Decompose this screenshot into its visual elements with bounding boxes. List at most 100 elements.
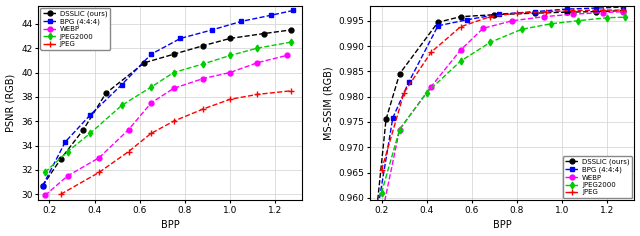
DSSLIC (ours) [434, 21, 442, 24]
DSSLIC (ours) [140, 61, 148, 64]
BPG (4:4:4) [208, 29, 216, 31]
JPEG [95, 171, 103, 174]
BPG (4:4:4) [61, 140, 69, 143]
JPEG [486, 15, 493, 18]
BPG (4:4:4) [267, 14, 275, 17]
Line: BPG (4:4:4): BPG (4:4:4) [372, 5, 625, 230]
Legend: DSSLIC (ours), BPG (4:4:4), WEBP, JPEG2000, JPEG: DSSLIC (ours), BPG (4:4:4), WEBP, JPEG20… [40, 8, 110, 50]
JPEG2000 [86, 132, 94, 135]
BPG (4:4:4) [463, 18, 471, 21]
JPEG [570, 9, 577, 12]
WEBP [41, 194, 49, 197]
JPEG [620, 9, 627, 12]
WEBP [64, 175, 72, 177]
JPEG [170, 120, 177, 123]
JPEG2000 [574, 19, 582, 22]
Line: DSSLIC (ours): DSSLIC (ours) [40, 27, 294, 188]
DSSLIC (ours) [491, 13, 499, 16]
BPG (4:4:4) [237, 20, 245, 23]
Line: JPEG: JPEG [58, 88, 294, 197]
JPEG2000 [227, 54, 234, 57]
JPEG [147, 132, 155, 135]
JPEG [287, 89, 295, 92]
BPG (4:4:4) [389, 116, 397, 119]
DSSLIC (ours) [39, 184, 47, 187]
X-axis label: BPP: BPP [493, 220, 512, 230]
BPG (4:4:4) [371, 226, 379, 228]
JPEG [199, 108, 207, 110]
DSSLIC (ours) [620, 9, 627, 12]
JPEG2000 [396, 128, 403, 131]
JPEG [400, 91, 408, 94]
DSSLIC (ours) [382, 118, 390, 121]
JPEG [457, 25, 465, 28]
Line: BPG (4:4:4): BPG (4:4:4) [40, 8, 296, 188]
JPEG [227, 98, 234, 101]
JPEG2000 [547, 22, 555, 25]
JPEG2000 [199, 63, 207, 65]
JPEG2000 [621, 16, 629, 19]
JPEG2000 [604, 16, 611, 19]
DSSLIC (ours) [102, 92, 109, 95]
BPG (4:4:4) [563, 8, 570, 11]
BPG (4:4:4) [531, 10, 539, 13]
WEBP [147, 101, 155, 104]
JPEG2000 [287, 41, 295, 43]
DSSLIC (ours) [287, 29, 295, 31]
Line: DSSLIC (ours): DSSLIC (ours) [372, 8, 625, 232]
BPG (4:4:4) [289, 9, 297, 12]
WEBP [227, 71, 234, 74]
BPG (4:4:4) [592, 7, 600, 9]
DSSLIC (ours) [592, 10, 600, 13]
DSSLIC (ours) [260, 32, 268, 35]
BPG (4:4:4) [177, 37, 184, 40]
DSSLIC (ours) [563, 11, 570, 13]
BPG (4:4:4) [118, 83, 125, 86]
JPEG [57, 193, 65, 196]
JPEG2000 [118, 104, 125, 107]
WEBP [479, 27, 487, 30]
Line: JPEG2000: JPEG2000 [379, 15, 628, 195]
WEBP [570, 13, 577, 16]
DSSLIC (ours) [531, 12, 539, 15]
DSSLIC (ours) [396, 72, 403, 75]
WEBP [428, 85, 435, 88]
JPEG [543, 10, 550, 13]
JPEG2000 [518, 28, 525, 31]
WEBP [599, 11, 607, 14]
JPEG2000 [147, 86, 155, 88]
BPG (4:4:4) [404, 81, 412, 84]
BPG (4:4:4) [620, 6, 627, 8]
JPEG [428, 51, 435, 54]
WEBP [283, 54, 291, 57]
JPEG [378, 169, 385, 171]
Line: JPEG2000: JPEG2000 [42, 40, 294, 175]
WEBP [125, 128, 132, 131]
JPEG2000 [486, 41, 493, 44]
WEBP [509, 19, 516, 22]
BPG (4:4:4) [434, 24, 442, 27]
WEBP [170, 87, 177, 90]
WEBP [620, 10, 627, 13]
JPEG [513, 12, 521, 15]
DSSLIC (ours) [170, 53, 177, 56]
WEBP [95, 156, 103, 159]
JPEG2000 [253, 47, 261, 50]
BPG (4:4:4) [86, 114, 94, 117]
WEBP [540, 15, 548, 18]
DSSLIC (ours) [457, 15, 465, 18]
WEBP [396, 128, 403, 131]
JPEG2000 [378, 191, 385, 194]
Line: JPEG: JPEG [378, 7, 627, 173]
X-axis label: BPP: BPP [161, 220, 180, 230]
WEBP [253, 61, 261, 64]
JPEG2000 [41, 171, 49, 174]
BPG (4:4:4) [39, 184, 47, 187]
DSSLIC (ours) [371, 228, 379, 231]
DSSLIC (ours) [57, 157, 65, 160]
JPEG2000 [64, 150, 72, 153]
JPEG2000 [170, 71, 177, 74]
Y-axis label: PSNR (RGB): PSNR (RGB) [6, 74, 15, 132]
Legend: DSSLIC (ours), BPG (4:4:4), WEBP, JPEG2000, JPEG: DSSLIC (ours), BPG (4:4:4), WEBP, JPEG20… [563, 156, 632, 198]
WEBP [457, 49, 465, 51]
